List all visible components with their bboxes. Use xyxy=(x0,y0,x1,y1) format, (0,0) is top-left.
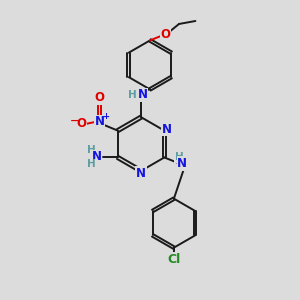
Text: H: H xyxy=(87,159,96,169)
Text: H: H xyxy=(128,90,137,100)
Text: O: O xyxy=(76,117,86,130)
Text: Cl: Cl xyxy=(167,253,181,266)
Text: N: N xyxy=(92,150,102,164)
Text: H: H xyxy=(175,152,184,163)
Text: O: O xyxy=(95,91,105,104)
Text: O: O xyxy=(160,28,170,41)
Text: −: − xyxy=(70,116,79,126)
Text: H: H xyxy=(87,145,96,155)
Text: N: N xyxy=(137,88,148,101)
Text: N: N xyxy=(162,123,172,136)
Text: N: N xyxy=(177,157,187,170)
Text: +: + xyxy=(102,112,109,121)
Text: N: N xyxy=(95,115,105,128)
Text: N: N xyxy=(136,167,146,180)
